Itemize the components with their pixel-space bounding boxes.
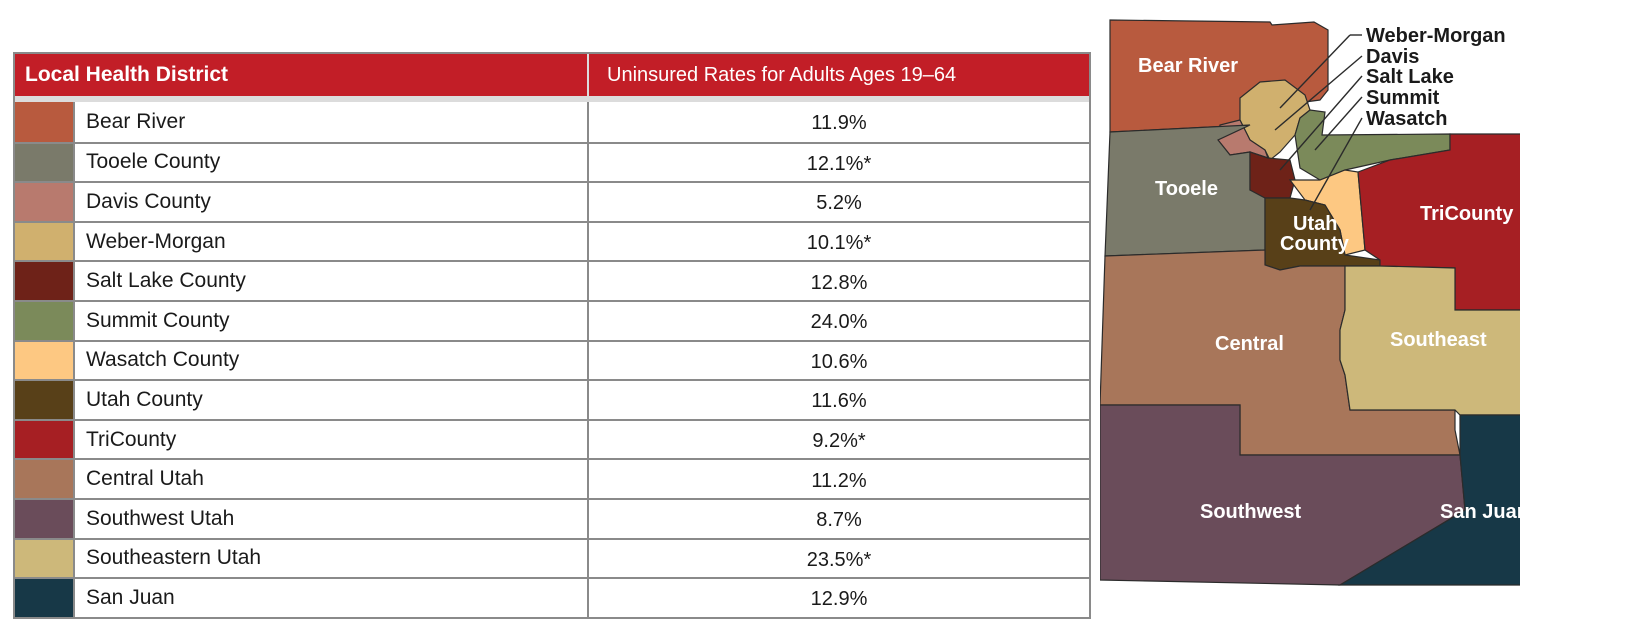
- uninsured-rate: 5.2%: [816, 192, 862, 215]
- label-utah-county-1: Utah: [1293, 213, 1337, 235]
- district-name: Tooele County: [75, 143, 589, 182]
- table-row: Summit County 24.0%: [15, 299, 1089, 340]
- label-utah-county-2: County: [1280, 233, 1350, 255]
- district-name: Southeastern Utah: [75, 539, 589, 578]
- district-name: Wasatch County: [75, 341, 589, 380]
- region-southeast: [1339, 265, 1520, 416]
- table-row: Southwest Utah 8.7%: [15, 497, 1089, 538]
- utah-health-district-map: Bear River Tooele Utah County TriCounty …: [1100, 19, 1520, 586]
- table-row: San Juan 12.9%: [15, 577, 1089, 617]
- label-central: Central: [1215, 333, 1284, 355]
- uninsured-rate: 12.8%: [810, 271, 868, 294]
- header-rate: Uninsured Rates for Adults Ages 19–64: [607, 63, 957, 86]
- table-row: Davis County 5.2%: [15, 181, 1089, 221]
- color-swatch: [15, 579, 75, 617]
- color-swatch: [15, 420, 75, 459]
- table-row: Southeastern Utah 23.5%*: [15, 537, 1089, 578]
- table-row: Central Utah 11.2%: [15, 458, 1089, 498]
- table-row: Bear River 11.9%: [15, 102, 1089, 142]
- header-district: Local Health District: [15, 54, 589, 96]
- district-name: Davis County: [75, 183, 589, 221]
- callout-wasatch: Wasatch: [1366, 108, 1448, 130]
- table-row: TriCounty 9.2%*: [15, 418, 1089, 459]
- uninsured-rate: 10.6%: [810, 350, 868, 373]
- table-header: Local Health District Uninsured Rates fo…: [15, 54, 1089, 102]
- district-name: Summit County: [75, 301, 589, 340]
- color-swatch: [15, 539, 75, 578]
- uninsured-rates-table: Local Health District Uninsured Rates fo…: [13, 52, 1091, 619]
- uninsured-rate: 9.2%*: [812, 430, 866, 453]
- color-swatch: [15, 183, 75, 221]
- color-swatch: [15, 460, 75, 498]
- district-name: Utah County: [75, 381, 589, 419]
- uninsured-rate: 12.1%*: [806, 152, 872, 175]
- callout-salt-lake: Salt Lake: [1366, 66, 1454, 88]
- district-name: Southwest Utah: [75, 499, 589, 538]
- district-name: Salt Lake County: [75, 262, 589, 300]
- callout-summit: Summit: [1366, 87, 1440, 109]
- table-row: Tooele County 12.1%*: [15, 141, 1089, 182]
- label-tricounty: TriCounty: [1420, 203, 1514, 225]
- region-salt-lake: [1249, 151, 1296, 199]
- uninsured-rate: 11.6%: [811, 390, 867, 413]
- color-swatch: [15, 262, 75, 300]
- label-southwest: Southwest: [1200, 501, 1301, 523]
- table-row: Utah County 11.6%: [15, 379, 1089, 419]
- label-san-juan: San Juan: [1440, 501, 1520, 523]
- table-row: Wasatch County 10.6%: [15, 339, 1089, 380]
- region-san-juan: [1337, 414, 1520, 586]
- district-name: Bear River: [75, 102, 589, 142]
- color-swatch: [15, 341, 75, 380]
- color-swatch: [15, 143, 75, 182]
- uninsured-rate: 23.5%*: [806, 548, 872, 571]
- color-swatch: [15, 381, 75, 419]
- district-name: Central Utah: [75, 460, 589, 498]
- color-swatch: [15, 301, 75, 340]
- district-name: San Juan: [75, 579, 589, 617]
- label-southeast: Southeast: [1390, 329, 1487, 351]
- uninsured-rate: 10.1%*: [806, 232, 872, 255]
- color-swatch: [15, 222, 75, 261]
- district-name: Weber-Morgan: [75, 222, 589, 261]
- label-bear-river: Bear River: [1138, 55, 1238, 77]
- callout-davis: Davis: [1366, 46, 1419, 68]
- callout-lines: [1274, 34, 1363, 211]
- uninsured-rate: 24.0%: [810, 311, 868, 334]
- uninsured-rate: 11.9%: [811, 112, 867, 135]
- callout-weber-morgan: Weber-Morgan: [1366, 25, 1506, 47]
- district-name: TriCounty: [75, 420, 589, 459]
- table-row: Weber-Morgan 10.1%*: [15, 220, 1089, 261]
- table-row: Salt Lake County 12.8%: [15, 260, 1089, 300]
- uninsured-rate: 8.7%: [816, 509, 862, 532]
- uninsured-rate: 11.2%: [811, 469, 867, 492]
- color-swatch: [15, 499, 75, 538]
- label-tooele: Tooele: [1155, 178, 1218, 200]
- color-swatch: [15, 102, 75, 142]
- uninsured-rate: 12.9%: [810, 588, 868, 611]
- table-body: Bear River 11.9% Tooele County 12.1%* Davis …: [15, 102, 1089, 617]
